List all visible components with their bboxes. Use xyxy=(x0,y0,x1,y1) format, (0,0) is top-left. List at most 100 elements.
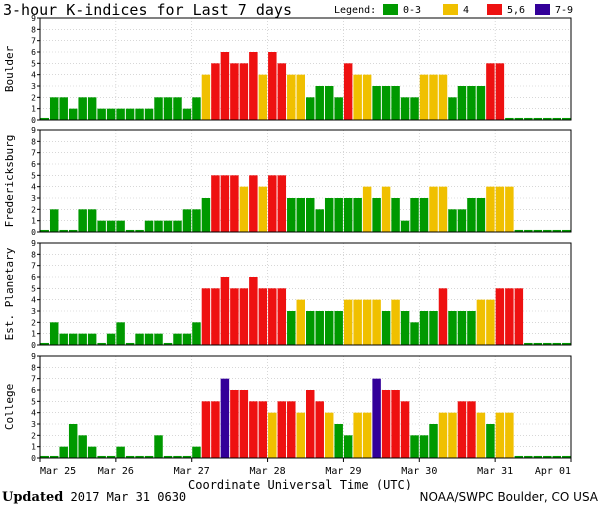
bar xyxy=(201,198,211,232)
y-tick-label: 0 xyxy=(31,341,36,350)
bar xyxy=(410,435,419,458)
bar xyxy=(306,198,315,232)
chart-title: 3-hour K-indices for Last 7 days xyxy=(3,1,292,19)
bar xyxy=(334,424,343,458)
bar xyxy=(372,86,381,120)
bar xyxy=(306,390,315,458)
bar xyxy=(59,446,68,458)
bar xyxy=(125,455,135,458)
bar xyxy=(87,333,97,345)
bar xyxy=(192,209,201,232)
bar xyxy=(230,63,239,120)
bar xyxy=(154,220,163,232)
bar xyxy=(400,311,410,345)
bar xyxy=(239,186,249,232)
bar xyxy=(59,229,68,232)
bar xyxy=(125,229,135,232)
bar xyxy=(296,74,305,120)
bar xyxy=(381,186,391,232)
bar xyxy=(78,209,87,232)
bar xyxy=(467,198,476,232)
bar xyxy=(495,186,505,232)
legend-swatch-0 xyxy=(383,4,398,15)
bar xyxy=(268,412,277,458)
bar xyxy=(296,412,305,458)
legend-swatch-2 xyxy=(487,4,502,15)
bar xyxy=(381,86,391,120)
bar xyxy=(315,209,324,232)
bar xyxy=(268,288,277,345)
x-tick-label: Mar 27 xyxy=(174,466,210,477)
bar xyxy=(315,401,324,458)
bar xyxy=(173,455,182,458)
bar xyxy=(201,288,211,345)
bar xyxy=(201,74,211,120)
bar xyxy=(135,333,144,345)
bar xyxy=(173,97,182,120)
bar xyxy=(258,401,268,458)
bar xyxy=(391,198,400,232)
bar xyxy=(49,209,59,232)
bar xyxy=(144,220,154,232)
panel-2: 0 1 2 3 4 5 6 7 8 9 Est. Planetary xyxy=(3,239,572,350)
bar xyxy=(372,198,381,232)
bar xyxy=(514,288,524,345)
bar xyxy=(315,86,324,120)
bar xyxy=(419,435,429,458)
y-tick-label: 5 xyxy=(31,397,36,406)
bar xyxy=(163,220,173,232)
y-tick-label: 9 xyxy=(31,14,36,23)
bar xyxy=(249,401,258,458)
bar xyxy=(448,97,457,120)
bar xyxy=(106,108,116,120)
bar xyxy=(211,288,220,345)
bar xyxy=(277,288,287,345)
bar xyxy=(230,175,239,232)
x-tick-label: Mar 28 xyxy=(250,466,286,477)
bar xyxy=(163,97,173,120)
bar xyxy=(457,86,467,120)
bar xyxy=(514,117,524,120)
bar xyxy=(249,277,258,345)
y-tick-label: 6 xyxy=(31,386,36,395)
bar xyxy=(192,322,201,345)
bar xyxy=(429,311,438,345)
bar xyxy=(40,455,49,458)
y-tick-label: 6 xyxy=(31,273,36,282)
bar xyxy=(334,97,343,120)
bar xyxy=(533,455,543,458)
bar xyxy=(505,288,514,345)
bar xyxy=(135,108,144,120)
bar xyxy=(220,175,230,232)
bar xyxy=(306,97,315,120)
panels: 0 1 2 3 4 5 6 7 8 9 Boulder 0 1 2 3 4 5 6 7 8 9 Fredericksbur… xyxy=(3,14,572,463)
bar xyxy=(78,97,87,120)
panel-3: 0 1 2 3 4 5 6 7 8 9 College xyxy=(3,352,572,463)
bar xyxy=(258,288,268,345)
bar xyxy=(87,97,97,120)
y-tick-label: 8 xyxy=(31,137,36,146)
bar xyxy=(173,333,182,345)
bar xyxy=(211,401,220,458)
station-label: Fredericksburg xyxy=(3,135,16,228)
bar xyxy=(391,299,400,345)
bar xyxy=(144,108,154,120)
bar xyxy=(277,401,287,458)
bar xyxy=(543,229,552,232)
bar xyxy=(154,97,163,120)
bar xyxy=(68,424,78,458)
y-tick-label: 3 xyxy=(31,194,36,203)
bar xyxy=(135,455,144,458)
legend-entry-0: 0-3 xyxy=(403,5,421,16)
y-tick-label: 5 xyxy=(31,284,36,293)
x-tick-label: Mar 30 xyxy=(401,466,437,477)
bar xyxy=(116,220,125,232)
y-tick-label: 4 xyxy=(31,409,36,418)
x-tick-label: Mar 26 xyxy=(98,466,134,477)
x-tick-label: Mar 25 xyxy=(40,466,76,477)
bar xyxy=(173,220,182,232)
y-tick-label: 6 xyxy=(31,160,36,169)
bar xyxy=(296,198,305,232)
bar xyxy=(343,198,353,232)
y-tick-label: 5 xyxy=(31,59,36,68)
